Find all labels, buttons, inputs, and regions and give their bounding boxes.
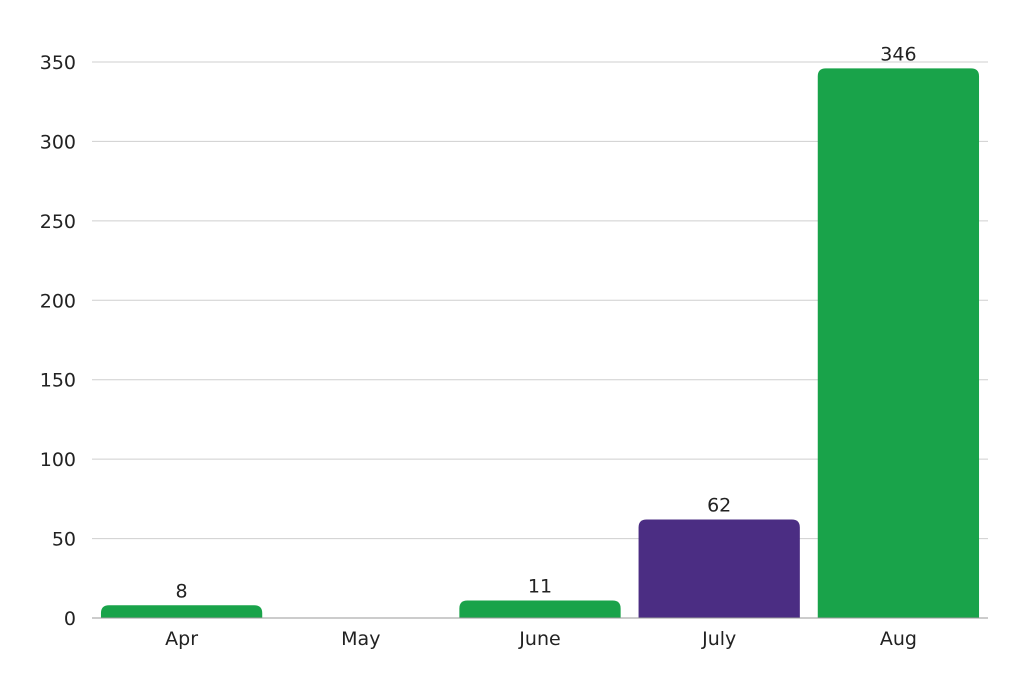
bar-june — [459, 600, 621, 618]
y-tick-label: 250 — [40, 211, 76, 233]
y-tick-label: 200 — [40, 290, 76, 312]
y-tick-label: 150 — [40, 370, 76, 392]
bar-july — [638, 519, 800, 618]
y-tick-label: 0 — [64, 608, 76, 630]
y-tick-label: 100 — [40, 449, 76, 471]
x-tick-label: Aug — [880, 628, 917, 650]
data-label-aug: 346 — [880, 43, 916, 65]
x-tick-label: Apr — [165, 628, 198, 650]
y-tick-label: 350 — [40, 52, 76, 74]
x-tick-label: July — [701, 628, 736, 650]
y-tick-label: 50 — [52, 529, 76, 551]
data-label-apr: 8 — [176, 580, 188, 602]
y-tick-label: 300 — [40, 131, 76, 153]
gridlines — [92, 61, 988, 540]
x-tick-label: June — [518, 628, 560, 650]
bars: 8 11 62 346 — [100, 43, 980, 618]
x-tick-label: May — [341, 628, 380, 650]
data-label-june: 11 — [528, 576, 552, 598]
bar-aug — [817, 68, 980, 618]
x-axis: Apr May June July Aug — [92, 617, 988, 650]
data-label-july: 62 — [707, 495, 731, 517]
y-axis: 0 50 100 150 200 250 300 350 — [40, 52, 76, 630]
bar-apr — [100, 605, 263, 618]
